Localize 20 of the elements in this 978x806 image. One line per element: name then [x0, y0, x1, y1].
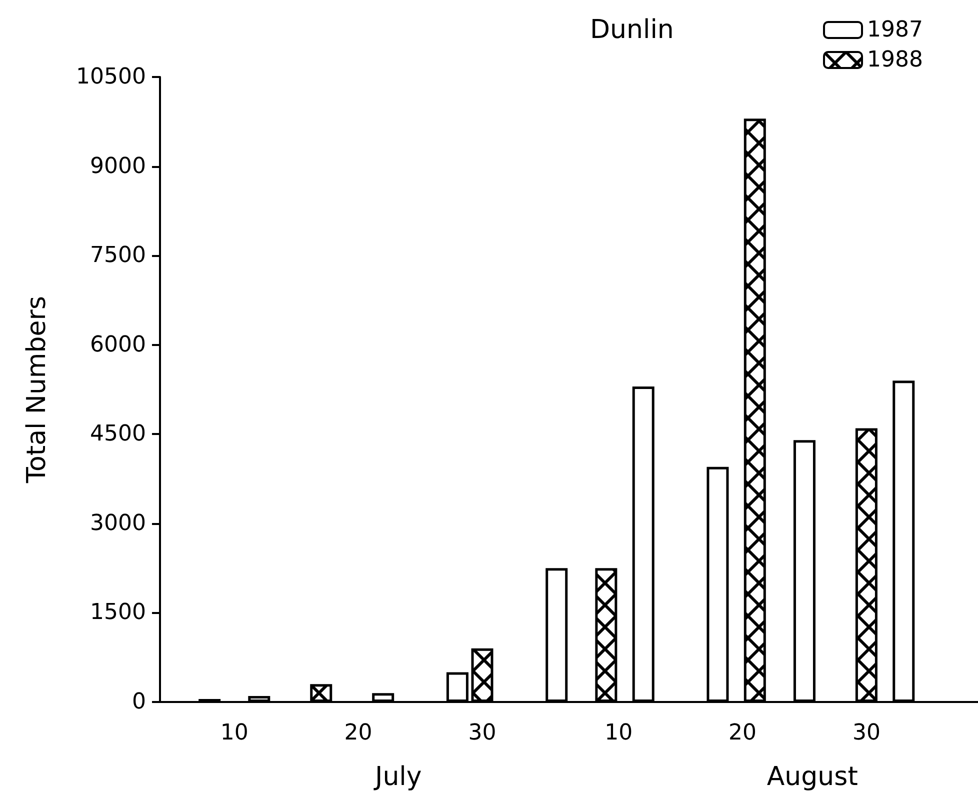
y-tick-label: 6000 — [90, 332, 146, 358]
x-tick-label: 30 — [468, 720, 496, 746]
x-tick-label: 30 — [852, 720, 880, 746]
text: August — [766, 762, 858, 792]
y-tick-label: 4500 — [90, 422, 146, 447]
x-tick-label: 10 — [604, 720, 633, 746]
legend-label: 1988 — [867, 48, 924, 72]
text: July — [373, 762, 422, 792]
y-tick-label: 9000 — [90, 154, 146, 179]
x-tick-label: 10 — [220, 720, 248, 746]
chart-title: Dunlin — [590, 15, 674, 45]
y-tick-label: 3000 — [90, 510, 146, 536]
y-tick-label: 10500 — [76, 64, 146, 90]
legend-label: 1987 — [867, 18, 924, 42]
x-tick-label: 20 — [728, 720, 757, 746]
y-tick-label: 7500 — [90, 243, 146, 268]
y-axis-title: Total Numbers — [22, 296, 52, 484]
x-tick-label: 20 — [344, 720, 372, 746]
y-tick-label: 1500 — [90, 600, 146, 626]
y-tick-label: 0 — [132, 690, 146, 714]
